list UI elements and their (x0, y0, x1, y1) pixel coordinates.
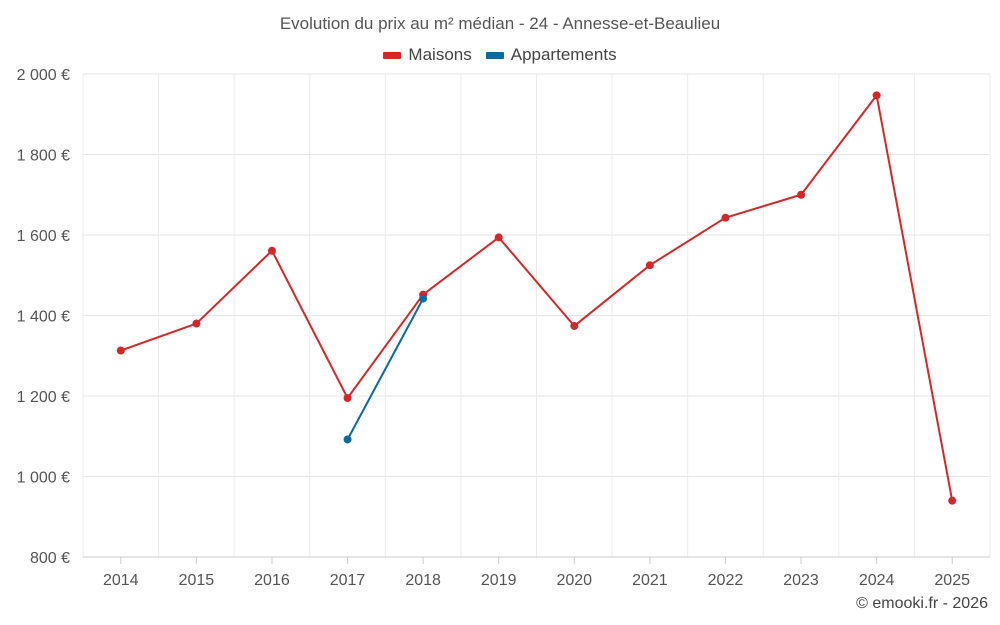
x-tick-label: 2017 (330, 572, 366, 589)
legend-item-appartements[interactable]: Appartements (485, 45, 617, 65)
y-tick-label: 800 € (30, 550, 70, 567)
y-tick-label: 2 000 € (17, 67, 70, 84)
y-tick-label: 1 400 € (17, 309, 70, 326)
data-point-maisons[interactable] (721, 213, 730, 222)
y-tick-label: 1 600 € (17, 228, 70, 245)
data-point-maisons[interactable] (116, 346, 125, 355)
x-tick-label: 2025 (934, 572, 970, 589)
y-tick-label: 1 200 € (17, 389, 70, 406)
data-point-maisons[interactable] (494, 233, 503, 242)
data-point-maisons[interactable] (797, 190, 806, 199)
x-tick-label: 2024 (859, 572, 895, 589)
legend-label-maisons: Maisons (408, 45, 472, 64)
y-tick-label: 1 000 € (17, 470, 70, 487)
data-point-maisons[interactable] (948, 496, 957, 505)
legend-label-appartements: Appartements (510, 45, 617, 64)
legend-item-maisons[interactable]: Maisons (383, 45, 472, 65)
x-tick-label: 2016 (254, 572, 290, 589)
data-point-maisons[interactable] (343, 394, 352, 403)
x-tick-label: 2020 (556, 572, 592, 589)
x-tick-label: 2014 (103, 572, 139, 589)
x-tick-label: 2018 (405, 572, 441, 589)
credit-text: © emooki.fr - 2026 (856, 595, 988, 612)
data-point-maisons[interactable] (192, 319, 201, 328)
data-point-appartements[interactable] (343, 435, 352, 444)
data-point-maisons[interactable] (872, 91, 881, 100)
axes: 800 € 1 000 € 1 200 € 1 400 € 1 600 € 1 800 €… (17, 67, 990, 589)
grid (82, 73, 991, 558)
data-point-maisons[interactable] (267, 246, 276, 255)
legend-swatch-appartements (485, 51, 504, 59)
series-line-appartements (346, 297, 425, 441)
chart-title: Evolution du prix au m² médian - 24 - An… (279, 14, 721, 33)
data-point-maisons[interactable] (570, 321, 579, 330)
x-tick-label: 2023 (783, 572, 819, 589)
y-tick-label: 1 800 € (17, 148, 70, 165)
data-point-maisons[interactable] (645, 261, 654, 270)
x-tick-label: 2022 (708, 572, 744, 589)
data-point-appartements[interactable] (419, 294, 428, 303)
x-tick-label: 2021 (632, 572, 668, 589)
series-line-maisons (119, 94, 954, 502)
x-tick-label: 2019 (481, 572, 517, 589)
legend-swatch-maisons (383, 51, 402, 59)
x-tick-label: 2015 (179, 572, 215, 589)
legend: Maisons Appartements (0, 45, 1000, 65)
series (116, 91, 957, 505)
